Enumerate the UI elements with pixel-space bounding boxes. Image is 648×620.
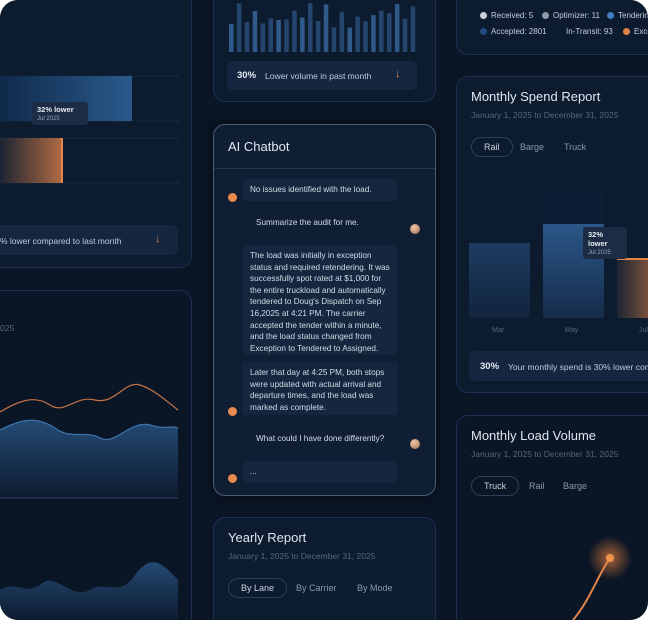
bot-message: Later that day at 4:25 PM, both stops we…	[242, 362, 398, 415]
decorative-bar	[292, 10, 297, 52]
yearly-card	[213, 517, 436, 620]
decorative-bar	[276, 19, 281, 52]
legend-item: Tenderin	[607, 11, 648, 20]
bot-message: ...	[242, 461, 398, 483]
card-title: Yearly Report	[228, 530, 307, 545]
decorative-bar	[371, 15, 376, 52]
decorative-bar	[236, 3, 242, 52]
volume-bars	[229, 3, 416, 53]
legend-label: Exce	[634, 27, 648, 36]
card-title: Monthly Spend Report	[471, 89, 601, 104]
status-card	[456, 0, 648, 55]
x-label: Jul	[639, 327, 648, 334]
summary-percent: 30%	[480, 361, 500, 372]
tab[interactable]: Barge	[520, 142, 545, 152]
decorative-bar	[268, 18, 273, 52]
decorative-bar	[355, 16, 360, 53]
legend-item: Optimizer: 11	[542, 11, 600, 20]
legend-item: Exce	[623, 27, 648, 36]
decorative-bar	[363, 21, 368, 52]
tooltip: 32% lower Jul 2025	[583, 227, 627, 259]
user-message: What could I have done differently?	[248, 428, 406, 450]
legend-item: Accepted: 2801	[480, 27, 547, 36]
legend-label: Tenderin	[618, 11, 648, 20]
tab[interactable]: By Lane	[228, 578, 288, 598]
down-arrow: ↓	[395, 68, 401, 80]
tab[interactable]: By Carrier	[296, 583, 337, 593]
bot-message: The load was initially in exception stat…	[242, 245, 398, 355]
tooltip: 32% lower Jul 2025	[32, 102, 88, 125]
decorative-bar	[229, 24, 234, 52]
tab[interactable]: Truck	[564, 142, 587, 152]
legend-item: Received: 5	[480, 11, 533, 20]
summary-text: % lower compared to last month	[0, 236, 122, 246]
decorative-bar	[410, 6, 416, 52]
spend-bar-card	[0, 0, 192, 268]
decorative-bar	[379, 10, 384, 53]
decorative-bar	[315, 21, 321, 52]
legend-label: Optimizer: 11	[553, 11, 600, 20]
summary-pill	[0, 225, 178, 255]
trend-card	[0, 290, 192, 620]
decorative-bar	[339, 11, 345, 52]
bot-indicator	[228, 193, 237, 202]
legend-label: In-Transit: 93	[566, 27, 613, 36]
tooltip-value: 32% lower	[588, 230, 608, 248]
decorative-bar	[308, 3, 313, 52]
user-message: Summarize the audit for me.	[248, 212, 406, 236]
decorative-bar	[300, 17, 305, 52]
decorative-bar	[323, 4, 329, 53]
summary-pill	[469, 351, 648, 381]
user-avatar	[410, 224, 420, 234]
bot-indicator	[228, 407, 237, 416]
bot-message: No issues identified with the load.	[242, 179, 398, 201]
tab[interactable]: Rail	[529, 481, 545, 491]
decorative-bar	[244, 22, 250, 52]
date-fragment: 025	[0, 323, 15, 333]
decorative-bar	[347, 27, 352, 52]
legend-label: Received: 5	[491, 11, 534, 20]
user-avatar	[410, 439, 420, 449]
tooltip-date: Jul 2025	[588, 250, 611, 256]
legend-label: Accepted: 2801	[491, 27, 547, 36]
date-range: January 1, 2025 to December 31, 2025	[471, 110, 619, 120]
summary-text: Your monthly spend is 30% lower com	[508, 362, 648, 372]
summary-text: Lower volume in past month	[265, 71, 372, 81]
tab[interactable]: Rail	[471, 137, 513, 157]
date-range: January 1, 2025 to December 31, 2025	[228, 551, 376, 561]
card-title: Monthly Load Volume	[471, 428, 597, 443]
decorative-bar	[252, 10, 258, 53]
bot-indicator	[228, 474, 237, 483]
tab[interactable]: Barge	[563, 481, 588, 491]
date-range: January 1, 2025 to December 31, 2025	[471, 449, 619, 459]
decorative-bar	[387, 13, 392, 52]
tooltip-date: Jul 2025	[37, 116, 60, 122]
decorative-bar	[331, 27, 337, 52]
chatbot-title: AI Chatbot	[228, 139, 290, 154]
decorative-bar	[260, 23, 266, 52]
decorative-bar	[284, 19, 289, 52]
x-label: Mar	[492, 327, 505, 334]
tab[interactable]: By Mode	[357, 583, 393, 593]
load-volume-card	[456, 415, 648, 620]
x-label: May	[565, 327, 579, 334]
legend-item: In-Transit: 93	[566, 27, 613, 36]
summary-percent: 30%	[237, 70, 257, 81]
tooltip-value: 32% lower	[37, 105, 74, 114]
summary-pill	[227, 61, 417, 90]
decorative-bar	[402, 18, 408, 52]
tab[interactable]: Truck	[471, 476, 520, 496]
down-arrow: ↓	[155, 233, 161, 245]
decorative-bar	[394, 3, 400, 52]
divider	[214, 168, 435, 169]
